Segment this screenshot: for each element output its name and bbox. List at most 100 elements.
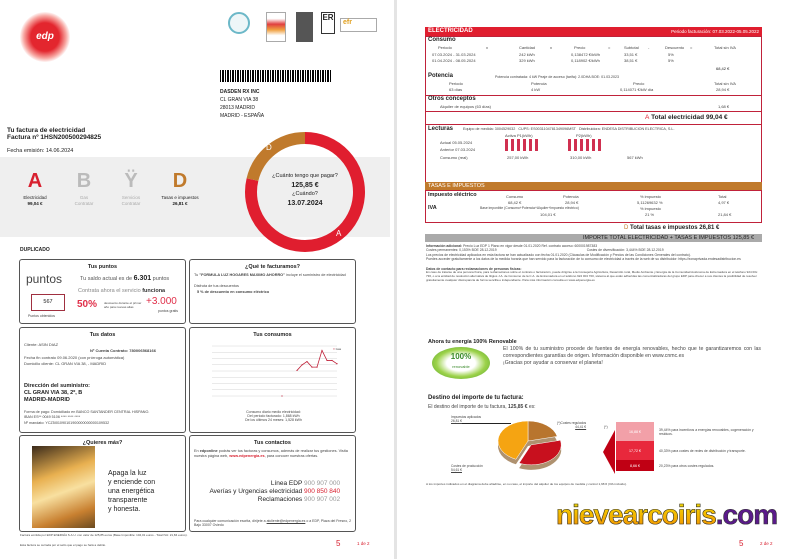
donut-label-a: A xyxy=(336,229,342,238)
renovable-title: Ahora tu energía 100% Renovable xyxy=(428,339,517,345)
page-mark: 5 xyxy=(336,539,341,548)
grand-total-bar: IMPORTE TOTAL ELECTRICIDAD + TASAS E IMP… xyxy=(425,234,762,242)
consumo-header: Descuento xyxy=(665,45,685,50)
pie-label-regulados: (*)Costes regulados 44,41 € xyxy=(557,421,587,429)
quieres-mas-box: ¿Quieres más? Apaga la luz y enciende con… xyxy=(19,435,186,532)
lecturas-box xyxy=(425,125,762,183)
breakdown-table: 16,88 € 39,44% para incentivos a energías… xyxy=(616,422,766,471)
certification-badge-icon xyxy=(266,12,286,42)
watermark: nievearcoiris.com xyxy=(556,499,779,531)
pie-slice xyxy=(518,439,562,466)
issue-date: Fecha emisión: 14.06.2024 xyxy=(7,148,74,154)
consumos-box: Tus consumos ━ Gas Consumo diario medio … xyxy=(189,327,356,433)
consumption-line xyxy=(296,349,338,371)
meter-digits xyxy=(568,139,602,151)
barcode xyxy=(220,70,332,82)
efr-badge-icon: efr xyxy=(340,18,377,32)
er-badge-icon: ER xyxy=(321,12,335,34)
promo-slogan: Apaga la luz y enciende con una energética… xyxy=(108,470,156,513)
renovable-badge: 100% renovable xyxy=(432,347,490,379)
puntos-box: Tus puntos puntos Tu saldo actual es de … xyxy=(19,259,186,324)
footer-note-2: Esta factura se cerrada por el sello que… xyxy=(20,543,107,547)
consumo-header: Total sin IVA xyxy=(714,45,736,50)
chart-legend: ━ Gas xyxy=(333,347,342,351)
contactos-box: Tus contactos En edponline podrás ver tu… xyxy=(189,435,356,532)
datos-box: Tus datos Cliente: ASIN DIAZ Nº Cuenta C… xyxy=(19,327,186,433)
breakdown-text: 40,33% para costes de redes de distribuc… xyxy=(659,448,746,453)
destino-title: Destino del importe de tu factura: xyxy=(428,395,524,401)
pie-slice xyxy=(527,420,558,442)
phone-linea-edp[interactable]: 900 907 000 xyxy=(304,480,341,487)
facturamos-box: ¿Qué te facturamos? Tu "FORMULA LUZ HOGA… xyxy=(189,259,356,324)
consumption-point xyxy=(281,395,283,397)
cert-logos: ER efr xyxy=(228,10,378,48)
page-1: edp ER efr DASDEN RX INC CL GRAN VIA 38 … xyxy=(0,0,394,559)
phone-averias[interactable]: 900 850 840 xyxy=(304,488,341,495)
page-mark: 5 xyxy=(739,539,744,548)
pie-label-impuestos: Impuestos aplicados 26,81 € xyxy=(451,415,511,424)
consumo-header: x xyxy=(486,45,488,50)
tasas-box xyxy=(425,190,762,223)
divider xyxy=(425,111,762,112)
puntos-brand: puntos xyxy=(26,272,63,286)
tasas-header: TASAS E IMPUESTOS xyxy=(425,182,762,190)
consumo-header: x xyxy=(550,45,552,50)
breakdown-row: 8,66 € 20,23% para otros costes regulados… xyxy=(616,460,766,471)
additional-info: Información adicional: Precio Luz EDP 1 … xyxy=(426,244,758,282)
breakdown-row: 17,72 € 40,33% para costes de redes de di… xyxy=(616,441,766,460)
page-number: 2 de 2 xyxy=(760,541,773,546)
consumo-header: Cantidad xyxy=(519,45,536,50)
email-link[interactable]: atcliente@edpenergia.es xyxy=(266,519,306,523)
category-letter-servicios: Ÿ xyxy=(124,170,138,192)
breakdown-value: 17,72 € xyxy=(616,441,654,460)
consumption-line-chart xyxy=(212,345,338,397)
renovable-text: El 100% de tu suministro procede de fuen… xyxy=(503,346,761,366)
donut-segment-electricidad xyxy=(245,132,365,252)
donut-segment-tasas xyxy=(246,132,306,182)
promo-photo xyxy=(32,446,95,528)
breakdown-row: 16,88 € 39,44% para incentivos a energías… xyxy=(616,422,766,441)
total-electricidad: A Total electricidad 99,04 € xyxy=(645,114,728,121)
recipient-address: DASDEN RX INC CL GRAN VIA 38 28013 MADRI… xyxy=(220,89,265,119)
meter-digits xyxy=(505,139,539,151)
amount-donut xyxy=(245,132,365,252)
points-box: 567 xyxy=(31,294,65,311)
category-letter-a: A xyxy=(27,170,43,192)
electricidad-header: ELECTRICIDAD Periodo facturación: 07.03.… xyxy=(425,27,762,36)
consumo-total: 68,42 € xyxy=(716,66,730,71)
category-gas[interactable]: Gas Contratar xyxy=(74,195,94,206)
page-2 xyxy=(397,0,793,559)
web-link[interactable]: www.edpenergia.es xyxy=(229,453,265,458)
destino-note: A los importes indicados en el diagrama … xyxy=(426,482,627,486)
category-letter-d: D xyxy=(172,170,188,192)
consumo-headers: Periodo x Cantidad x Precio = Subtotal - Descuen… xyxy=(428,45,758,50)
summary-band xyxy=(0,157,390,237)
category-tasas: Tasas e impuestos 26,81 € xyxy=(161,195,199,206)
category-letter-b: B xyxy=(76,170,92,192)
consumo-header: - xyxy=(648,45,650,50)
consumo-header: = xyxy=(690,45,693,50)
phone-reclamaciones[interactable]: 900 907 002 xyxy=(304,496,341,503)
consumo-row: 07.03.2024 - 31.03.2024 xyxy=(432,52,476,57)
excelencia-badge-icon xyxy=(228,12,250,34)
donut-center: ¿Cuánto tengo que pagar? 125,85 € ¿Cuánd… xyxy=(272,173,338,207)
pie-label-produccion: Costes de producción 54,61 € xyxy=(451,464,483,472)
page-separator xyxy=(394,0,397,559)
electricidad-box xyxy=(425,36,762,125)
page-number: 1 de 2 xyxy=(357,541,370,546)
destino-subtitle: El destino del importe de tu factura, 12… xyxy=(428,404,536,410)
donut-label-d: D xyxy=(266,143,272,152)
consumo-header: Precio xyxy=(574,45,586,50)
duplicado-label: DUPLICADO xyxy=(20,247,50,253)
breakdown-arrow xyxy=(603,430,615,474)
breakdown-value: 16,88 € xyxy=(616,422,654,441)
consumo-row: 01.04.2024 - 08.05.2024 xyxy=(432,58,476,63)
pie-slice xyxy=(497,420,529,460)
destino-pie-chart xyxy=(497,420,562,470)
edp-logo: edp xyxy=(20,12,70,62)
breakdown-text: 39,44% para incentivos a energías renova… xyxy=(659,427,754,436)
category-electricidad: Electricidad 99,04 € xyxy=(23,195,47,206)
consumo-header: Subtotal xyxy=(624,45,639,50)
category-servicios[interactable]: Servicios Contratar xyxy=(121,195,141,206)
promo-text: Contrata ahora el servicio funciona xyxy=(78,288,166,294)
